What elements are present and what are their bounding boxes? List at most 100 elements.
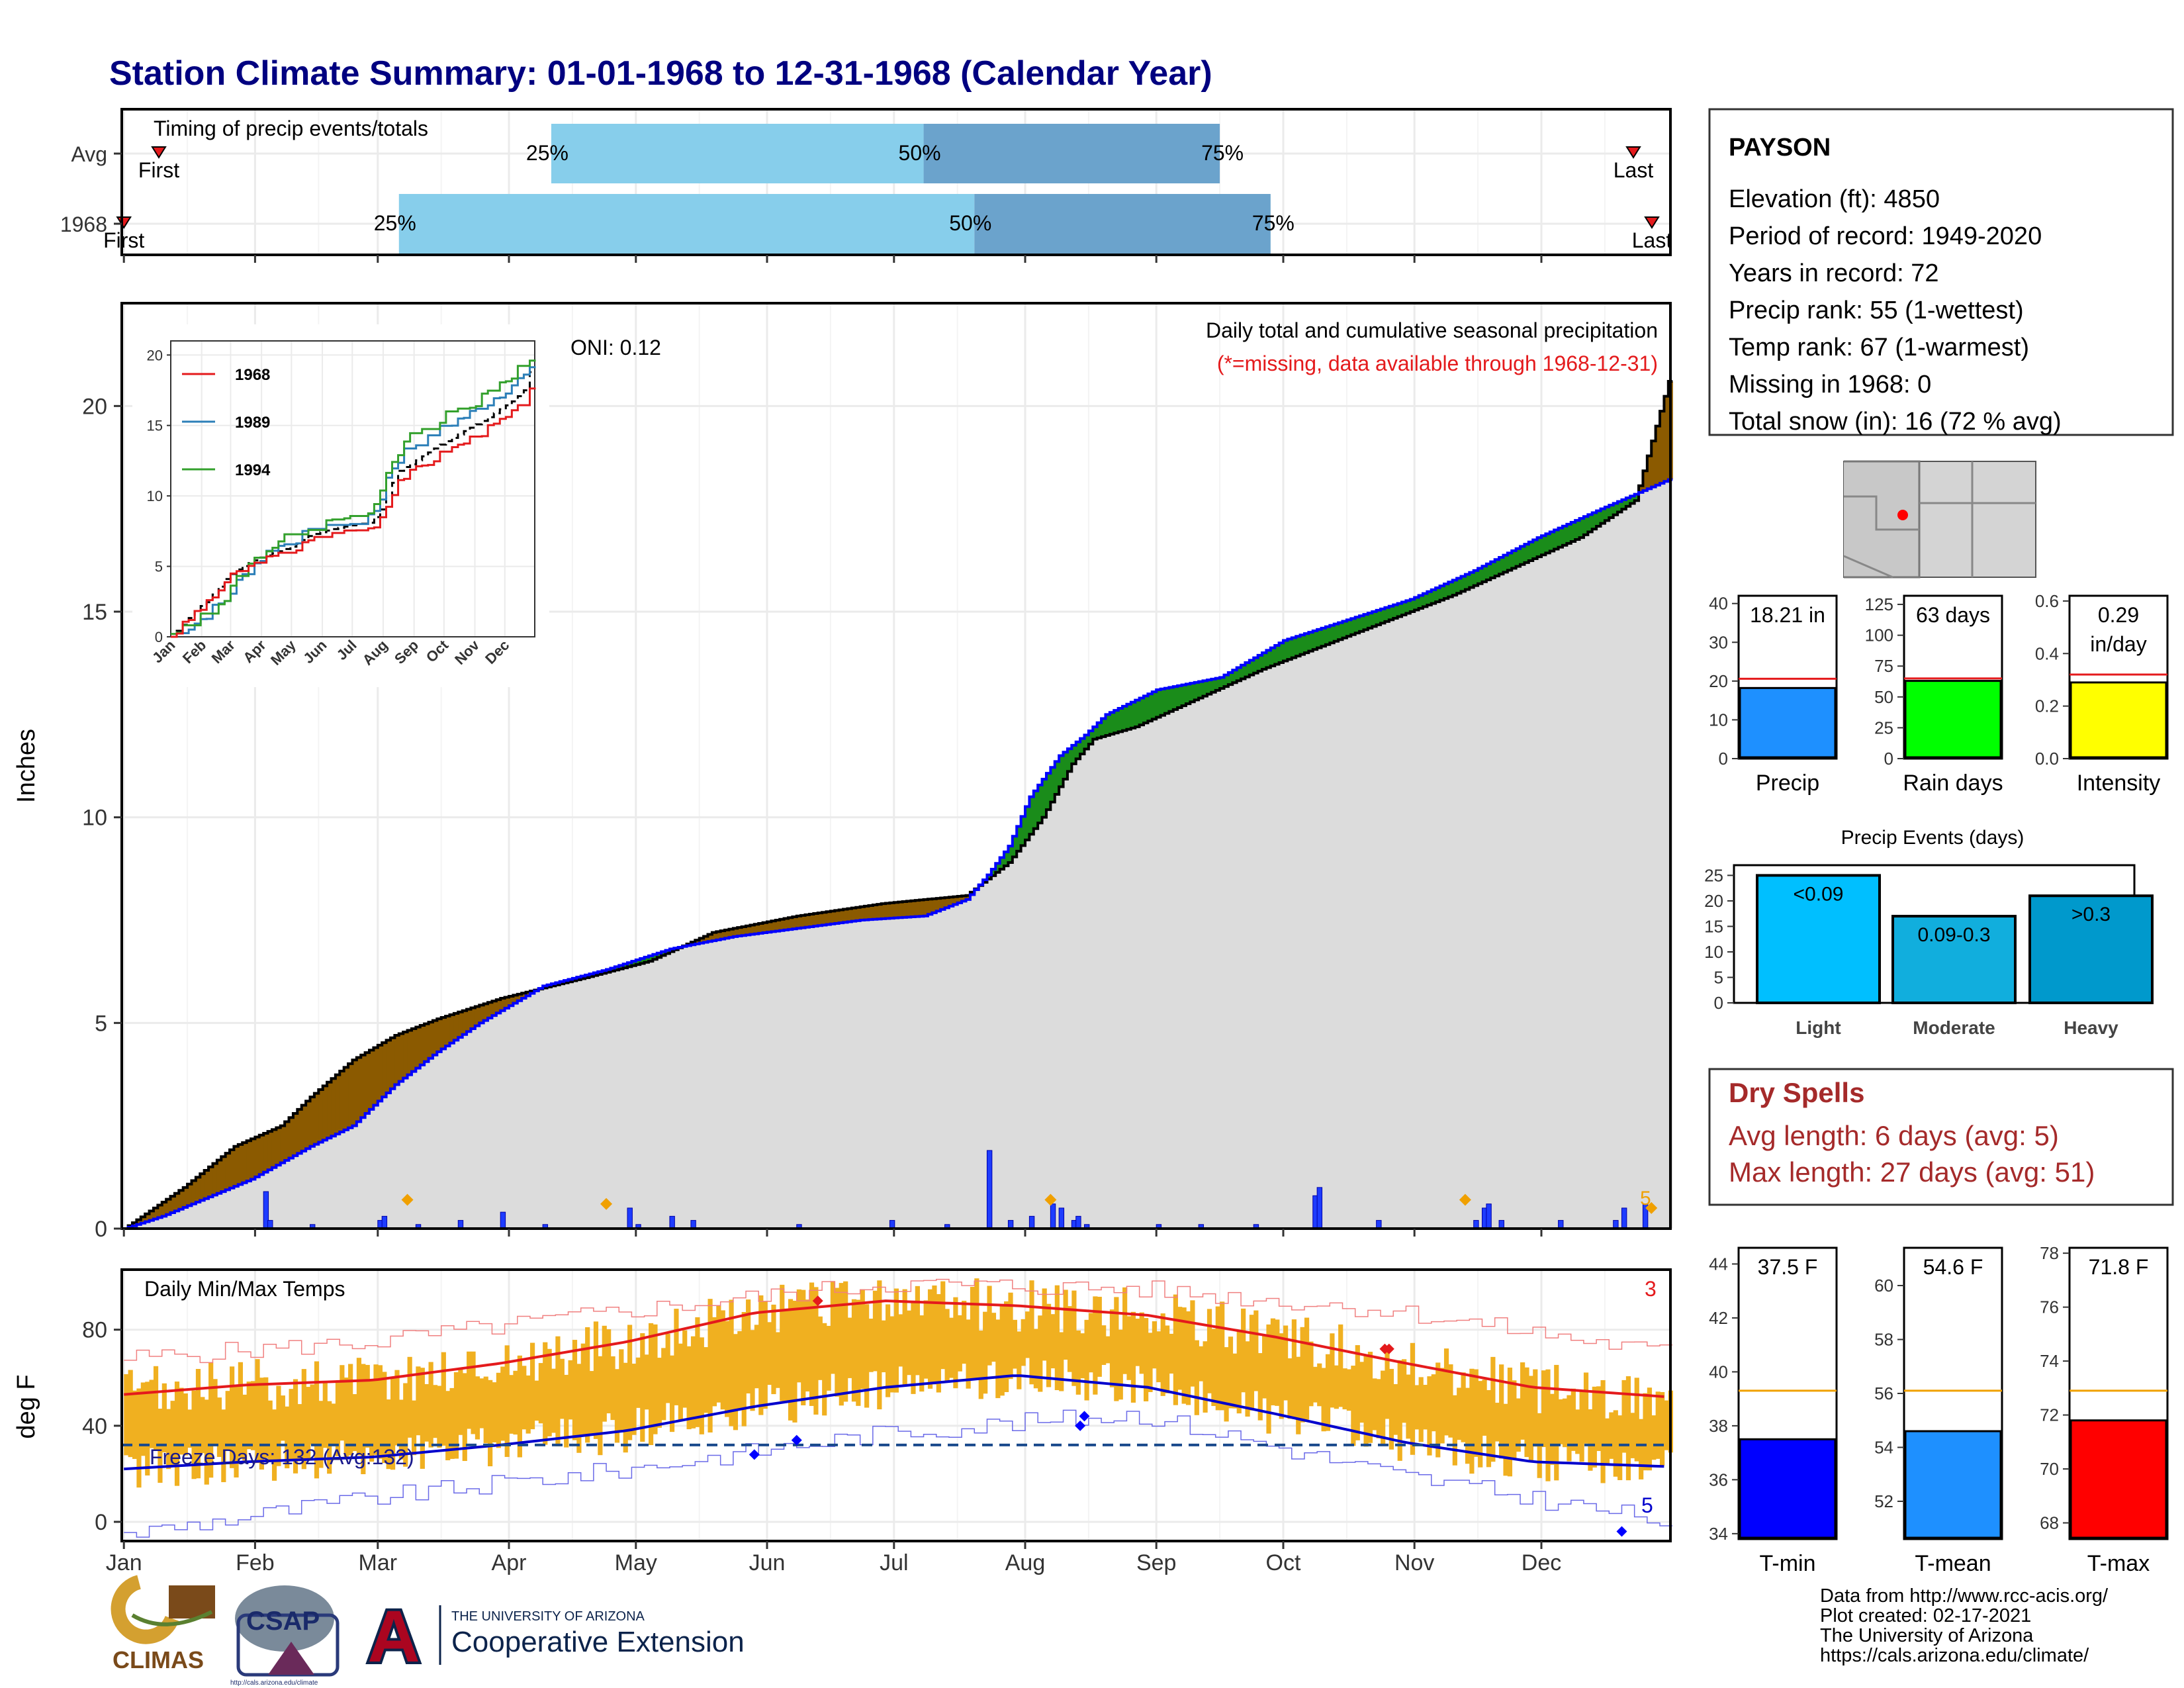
precip-surplus-fill [1613,503,1618,515]
daily-temp-range-bar [1126,1316,1132,1380]
daily-precip-bar [381,1215,388,1229]
precip-surplus-fill [1139,698,1144,726]
timing-q75-label: 75% [1201,141,1244,165]
daily-temp-range-bar [1452,1395,1457,1466]
footer-line-created: Plot created: 02-17-2021 [1820,1605,2031,1626]
daily-temp-range-bar [1643,1393,1648,1471]
daily-temp-range-bar [1558,1399,1563,1444]
precip-surplus-fill [1461,576,1466,592]
daily-temp-range-bar [1482,1380,1487,1436]
precip-deficit-fill [936,898,941,912]
month-label: Feb [236,1550,275,1575]
precip-surplus-fill [1609,505,1614,518]
precip-deficit-fill [297,1109,302,1154]
month-label: Mar [359,1550,398,1575]
precip-surplus-fill [1372,612,1377,627]
daily-temp-range-bar [1253,1310,1259,1391]
timing-q25-label: 25% [526,141,569,165]
daily-temp-range-bar [1393,1383,1398,1435]
precip-deficit-fill [1664,396,1669,482]
precip-deficit-fill [830,911,835,924]
daily-temp-range-bar [509,1375,514,1434]
daily-temp-range-bar [335,1382,341,1456]
small-ytick-label: 44 [1709,1254,1728,1274]
daily-temp-range-bar [737,1331,743,1409]
daily-temp-range-bar [1249,1315,1255,1411]
daily-temp-range-bar [1283,1325,1289,1401]
daily-temp-range-bar [1414,1385,1420,1430]
precip-surplus-fill [1148,694,1153,722]
ua-small-text: THE UNIVERSITY OF ARIZONA [451,1609,645,1624]
precip-deficit-fill [1643,471,1648,491]
precip-surplus-fill [1583,516,1588,535]
daily-temp-range-bar [653,1324,658,1434]
daily-temp-range-bar [225,1391,230,1451]
daily-temp-range-bar [1148,1333,1153,1392]
temp-ytick-label: 40 [82,1414,107,1439]
precip-deficit-fill [741,926,747,936]
precip-deficit-fill [462,1010,467,1035]
daily-temp-range-bar [390,1376,396,1470]
precip-deficit-fill [403,1032,408,1078]
daily-temp-range-bar [919,1315,925,1392]
precip-surplus-fill [1524,544,1529,563]
precip-deficit-fill [390,1037,395,1089]
daily-temp-range-bar [1406,1374,1411,1439]
month-label: Dec [1522,1550,1561,1575]
inset-legend-label: 1989 [235,414,270,432]
daily-temp-range-bar [301,1369,306,1470]
precip-surplus-fill [1376,610,1381,625]
small-ytick-label: 0 [1884,749,1893,769]
csap-logo: CSAP http://cals.arizona.edu/climate [230,1585,340,1687]
daily-temp-range-bar [1203,1341,1208,1413]
daily-temp-range-bar [543,1342,548,1445]
month-label: Aug [1005,1550,1046,1575]
precip-deficit-fill [496,1000,501,1013]
daily-temp-range-bar [1067,1306,1073,1372]
precip-surplus-fill [1067,749,1072,772]
daily-temp-range-bar [817,1316,823,1380]
precip-deficit-fill [153,1207,158,1219]
precip-surplus-fill [1579,518,1584,538]
precip-deficit-fill [915,900,920,917]
daily-temp-range-bar [1236,1331,1242,1414]
precip-deficit-fill [348,1063,353,1128]
precip-surplus-fill [1114,710,1119,733]
inset-background [132,324,549,687]
daily-temp-range-bar [1291,1319,1297,1419]
precip-deficit-fill [225,1153,230,1190]
daily-temp-range-bar [204,1399,209,1485]
daily-temp-range-bar [1173,1294,1178,1405]
precip-surplus-fill [619,965,624,969]
csap-wordmark: CSAP [246,1607,320,1636]
daily-temp-range-bar [729,1299,734,1427]
daily-temp-range-bar [999,1305,1005,1396]
precip-title: Daily total and cumulative seasonal prec… [1206,318,1658,342]
daily-temp-range-bar [1135,1319,1140,1366]
daily-temp-range-bar [962,1300,967,1364]
precip-surplus-fill [1203,680,1208,696]
daily-temp-range-bar [754,1325,760,1389]
daily-temp-range-bar [1655,1391,1661,1459]
precip-deficit-fill [944,897,950,908]
daily-temp-range-bar [1017,1331,1022,1389]
precip-deficit-fill [280,1125,285,1163]
precip-deficit-fill [149,1211,154,1221]
precip-deficit-fill [839,910,844,923]
daily-temp-range-bar [449,1387,455,1459]
precip-deficit-fill [746,925,751,935]
daily-temp-range-bar [242,1394,248,1461]
daily-temp-range-bar [132,1390,138,1459]
temp-ylabel: deg F [13,1374,40,1438]
precip-deficit-fill [204,1170,209,1199]
precip-surplus-fill [602,970,607,974]
precip-surplus-fill [1406,600,1411,614]
daily-temp-range-bar [991,1313,997,1362]
precip-surplus-fill [1385,607,1390,622]
daily-temp-range-bar [1499,1364,1504,1459]
precip-deficit-fill [492,1001,497,1016]
observed-cumulative-line [124,478,1673,1230]
precip-deficit-fill [881,904,886,919]
daily-temp-range-bar [1545,1369,1551,1481]
footer-line-university: The University of Arizona [1820,1625,2034,1646]
